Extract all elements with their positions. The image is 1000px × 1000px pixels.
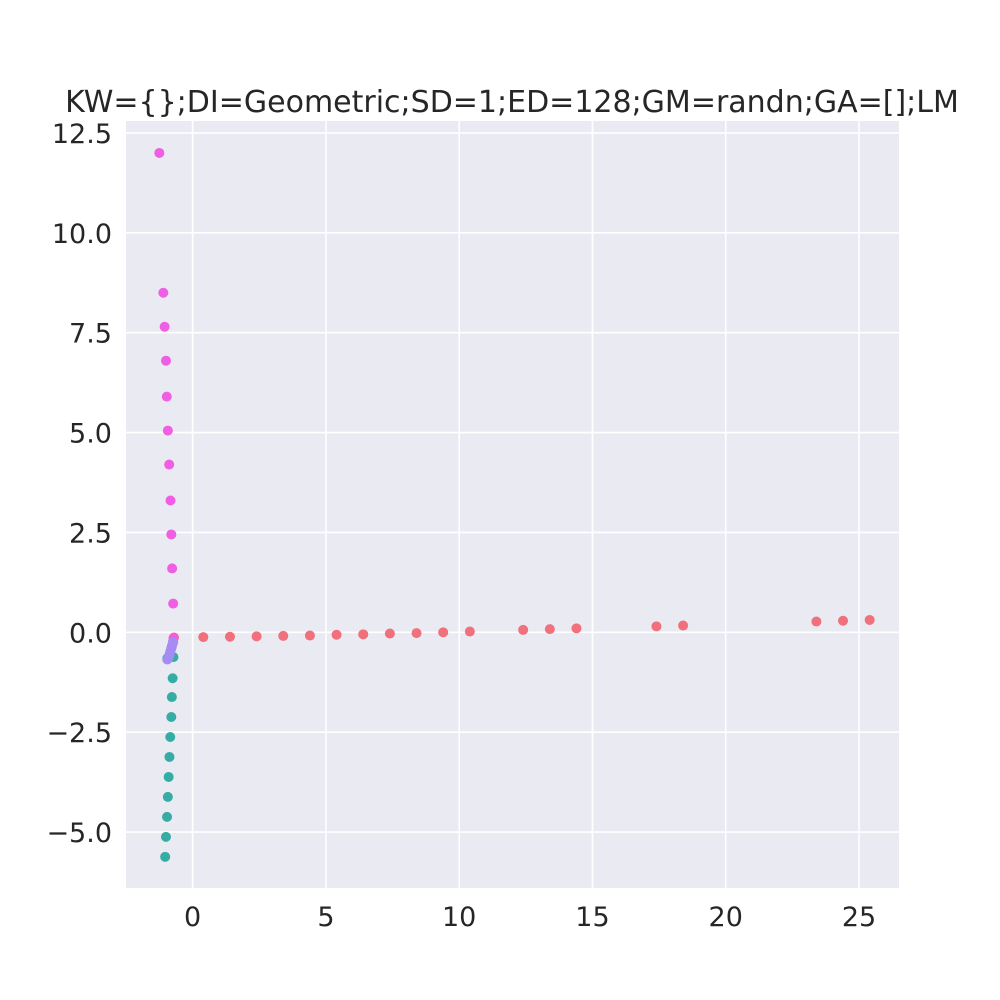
- data-point-series-1: [224, 631, 235, 642]
- data-point-series-1: [464, 626, 475, 637]
- data-point-series-3: [162, 791, 173, 802]
- data-point-series-1: [571, 623, 582, 634]
- data-point-series-3: [164, 751, 175, 762]
- data-point-series-1: [411, 628, 422, 639]
- chart-title: KW={};DI=Geometric;SD=1;ED=128;GM=randn;…: [65, 85, 959, 120]
- data-point-series-1: [838, 615, 849, 626]
- data-point-series-2: [154, 147, 165, 158]
- x-tick-label: 20: [709, 902, 743, 933]
- data-point-series-4: [162, 654, 173, 665]
- data-point-series-3: [166, 692, 177, 703]
- data-point-series-2: [159, 321, 170, 332]
- data-point-series-2: [162, 425, 173, 436]
- data-point-series-3: [163, 771, 174, 782]
- data-point-series-1: [304, 630, 315, 641]
- y-tick-label: 5.0: [69, 419, 112, 450]
- y-tick-label: 12.5: [52, 119, 112, 150]
- y-axis-ticks: −5.0 −2.5 0.0 2.5 5.0 7.5 10.0 12.5: [46, 119, 112, 849]
- x-tick-label: 0: [184, 902, 201, 933]
- data-point-series-3: [160, 831, 171, 842]
- data-point-series-3: [162, 811, 173, 822]
- x-tick-label: 10: [442, 902, 476, 933]
- data-point-series-1: [544, 624, 555, 635]
- y-tick-label: 0.0: [69, 618, 112, 649]
- data-point-series-1: [864, 614, 875, 625]
- data-point-series-2: [160, 355, 171, 366]
- data-point-series-2: [167, 563, 178, 574]
- y-tick-label: 10.0: [52, 219, 112, 250]
- data-point-series-2: [161, 391, 172, 402]
- data-point-series-1: [358, 629, 369, 640]
- data-point-series-2: [165, 495, 176, 506]
- data-point-series-1: [198, 632, 209, 643]
- data-point-series-1: [331, 629, 342, 640]
- data-point-series-3: [166, 712, 177, 723]
- x-axis-ticks: 0 5 10 15 20 25: [184, 902, 876, 933]
- data-point-series-2: [166, 529, 177, 540]
- data-point-series-1: [518, 624, 529, 635]
- data-point-series-1: [438, 627, 449, 638]
- data-points: [154, 147, 875, 862]
- data-point-series-1: [678, 620, 689, 631]
- x-tick-label: 5: [317, 902, 334, 933]
- y-tick-label: −5.0: [46, 818, 112, 849]
- data-point-series-2: [168, 598, 179, 609]
- data-point-series-3: [165, 731, 176, 742]
- data-point-series-2: [164, 459, 175, 470]
- y-tick-label: 7.5: [69, 319, 112, 350]
- data-point-series-3: [167, 673, 178, 684]
- data-point-series-1: [251, 631, 262, 642]
- data-point-series-1: [651, 621, 662, 632]
- data-point-series-1: [278, 630, 289, 641]
- x-tick-label: 15: [575, 902, 609, 933]
- x-tick-label: 25: [842, 902, 876, 933]
- plot-area: [126, 121, 899, 888]
- data-point-series-3: [160, 851, 171, 862]
- y-tick-label: 2.5: [69, 518, 112, 549]
- data-point-series-2: [158, 287, 169, 298]
- y-tick-label: −2.5: [46, 718, 112, 749]
- data-point-series-1: [811, 616, 822, 627]
- data-point-series-1: [384, 628, 395, 639]
